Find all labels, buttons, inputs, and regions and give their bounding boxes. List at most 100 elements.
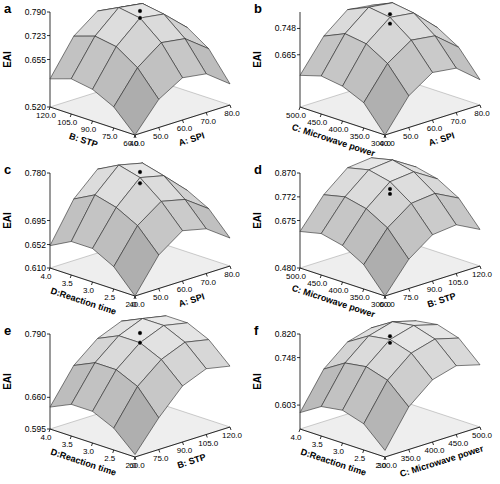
z-tick-label: 0.652 <box>25 240 47 250</box>
y-tick-label: 2.5 <box>354 454 366 463</box>
x-tick-label: 70.0 <box>200 278 216 287</box>
design-point <box>138 331 142 335</box>
z-axis-title: EAI <box>2 373 13 390</box>
y-tick-label: 450.0 <box>307 118 328 127</box>
z-tick-label: 0.780 <box>25 168 47 178</box>
x-tick <box>159 450 160 453</box>
z-tick-label: 0.675 <box>275 216 297 226</box>
y-tick <box>70 436 71 439</box>
y-tick-label: 2.0 <box>125 461 137 470</box>
x-tick <box>456 274 457 277</box>
surface-patch <box>364 380 409 450</box>
y-tick <box>299 107 300 110</box>
y-tick <box>384 457 385 460</box>
z-tick-label: 0.748 <box>275 23 297 33</box>
figure: 0.5200.6550.7230.790EAI40.050.060.070.08… <box>0 0 500 484</box>
z-axis-title: EAI <box>2 51 13 68</box>
x-tick <box>456 113 457 116</box>
x-tick <box>159 128 160 131</box>
panel-label: d <box>254 162 262 177</box>
z-tick-label: 0.790 <box>25 329 47 339</box>
x-axis-title: A: SPI <box>427 130 455 148</box>
y-tick-label: 400.0 <box>328 286 349 295</box>
design-point <box>388 21 392 25</box>
x-tick-label: 400.0 <box>424 446 445 455</box>
design-point <box>388 334 392 338</box>
x-tick <box>456 435 457 438</box>
y-tick-label: 350.0 <box>350 132 371 141</box>
x-tick-label: 120.0 <box>472 270 493 279</box>
x-tick <box>409 450 410 453</box>
design-point <box>388 341 392 345</box>
z-tick-label: 0.695 <box>25 216 47 226</box>
z-tick-label: 0.870 <box>275 168 297 178</box>
y-tick-label: 350.0 <box>350 293 371 302</box>
z-axis <box>300 12 301 107</box>
panel-label: f <box>254 323 259 338</box>
x-tick <box>206 274 207 277</box>
panel-f: 0.6030.7480.820EAI300.0350.0400.0450.050… <box>252 321 493 479</box>
y-tick-label: 4.0 <box>290 433 302 442</box>
y-tick <box>363 289 364 292</box>
y-axis-title: D:Reaction time <box>49 447 117 478</box>
x-tick-label: 105.0 <box>198 439 219 448</box>
y-tick-label: 2.5 <box>104 454 116 463</box>
y-axis-title: B: STP <box>68 131 99 150</box>
x-tick <box>230 427 231 430</box>
y-tick <box>92 282 93 285</box>
x-tick <box>385 296 386 299</box>
panel-b: 0.6650.748EAI40.050.060.070.080.0300.035… <box>252 1 490 159</box>
y-tick-label: 2.5 <box>104 293 116 302</box>
x-tick <box>480 105 481 108</box>
surface-patch <box>114 68 159 135</box>
x-tick <box>433 120 434 123</box>
y-tick <box>113 450 114 453</box>
z-tick <box>47 220 50 221</box>
z-tick <box>297 357 300 358</box>
panel-label: c <box>4 162 11 177</box>
x-axis-title: A: SPI <box>177 130 205 148</box>
y-tick-label: 500.0 <box>286 272 307 281</box>
y-tick <box>363 450 364 453</box>
y-tick <box>363 128 364 131</box>
y-tick <box>299 268 300 271</box>
x-tick-label: 500.0 <box>472 431 493 440</box>
y-tick <box>134 135 135 138</box>
x-tick <box>385 135 386 138</box>
y-axis-title: D:Reaction time <box>299 447 367 478</box>
z-tick <box>47 334 50 335</box>
x-tick <box>409 289 410 292</box>
surface <box>50 316 230 455</box>
z-axis <box>300 334 301 429</box>
x-tick <box>409 128 410 131</box>
z-tick <box>47 244 50 245</box>
z-tick <box>47 59 50 60</box>
x-tick-label: 50.0 <box>153 293 169 302</box>
design-point <box>138 16 142 20</box>
x-tick-label: 70.0 <box>200 117 216 126</box>
x-tick <box>135 457 136 460</box>
z-tick <box>297 405 300 406</box>
y-tick-label: 3.0 <box>83 447 95 456</box>
x-axis-title: B: STP <box>426 291 457 309</box>
y-tick-label: 105.0 <box>57 118 78 127</box>
surface <box>300 321 480 451</box>
y-axis-title: C: Microwave power <box>291 122 377 159</box>
x-tick-label: 50.0 <box>403 132 419 141</box>
x-tick-label: 450.0 <box>448 439 469 448</box>
x-tick-label: 120.0 <box>222 431 243 440</box>
panel-a: 0.5200.6550.7230.790EAI40.050.060.070.08… <box>2 1 240 150</box>
design-point <box>388 192 392 196</box>
y-tick-label: 90.0 <box>81 125 97 134</box>
x-tick-label: 70.0 <box>450 117 466 126</box>
design-point <box>138 9 142 13</box>
x-tick <box>183 281 184 284</box>
y-tick-label: 75.0 <box>102 132 118 141</box>
x-tick-label: 75.0 <box>403 293 419 302</box>
y-tick-label: 2.0 <box>125 300 137 309</box>
y-tick <box>134 457 135 460</box>
panel-e: 0.5950.6600.790EAI60.075.090.0105.0120.0… <box>2 316 243 478</box>
x-tick <box>480 266 481 269</box>
y-tick <box>384 135 385 138</box>
z-tick-label: 0.665 <box>275 50 297 60</box>
